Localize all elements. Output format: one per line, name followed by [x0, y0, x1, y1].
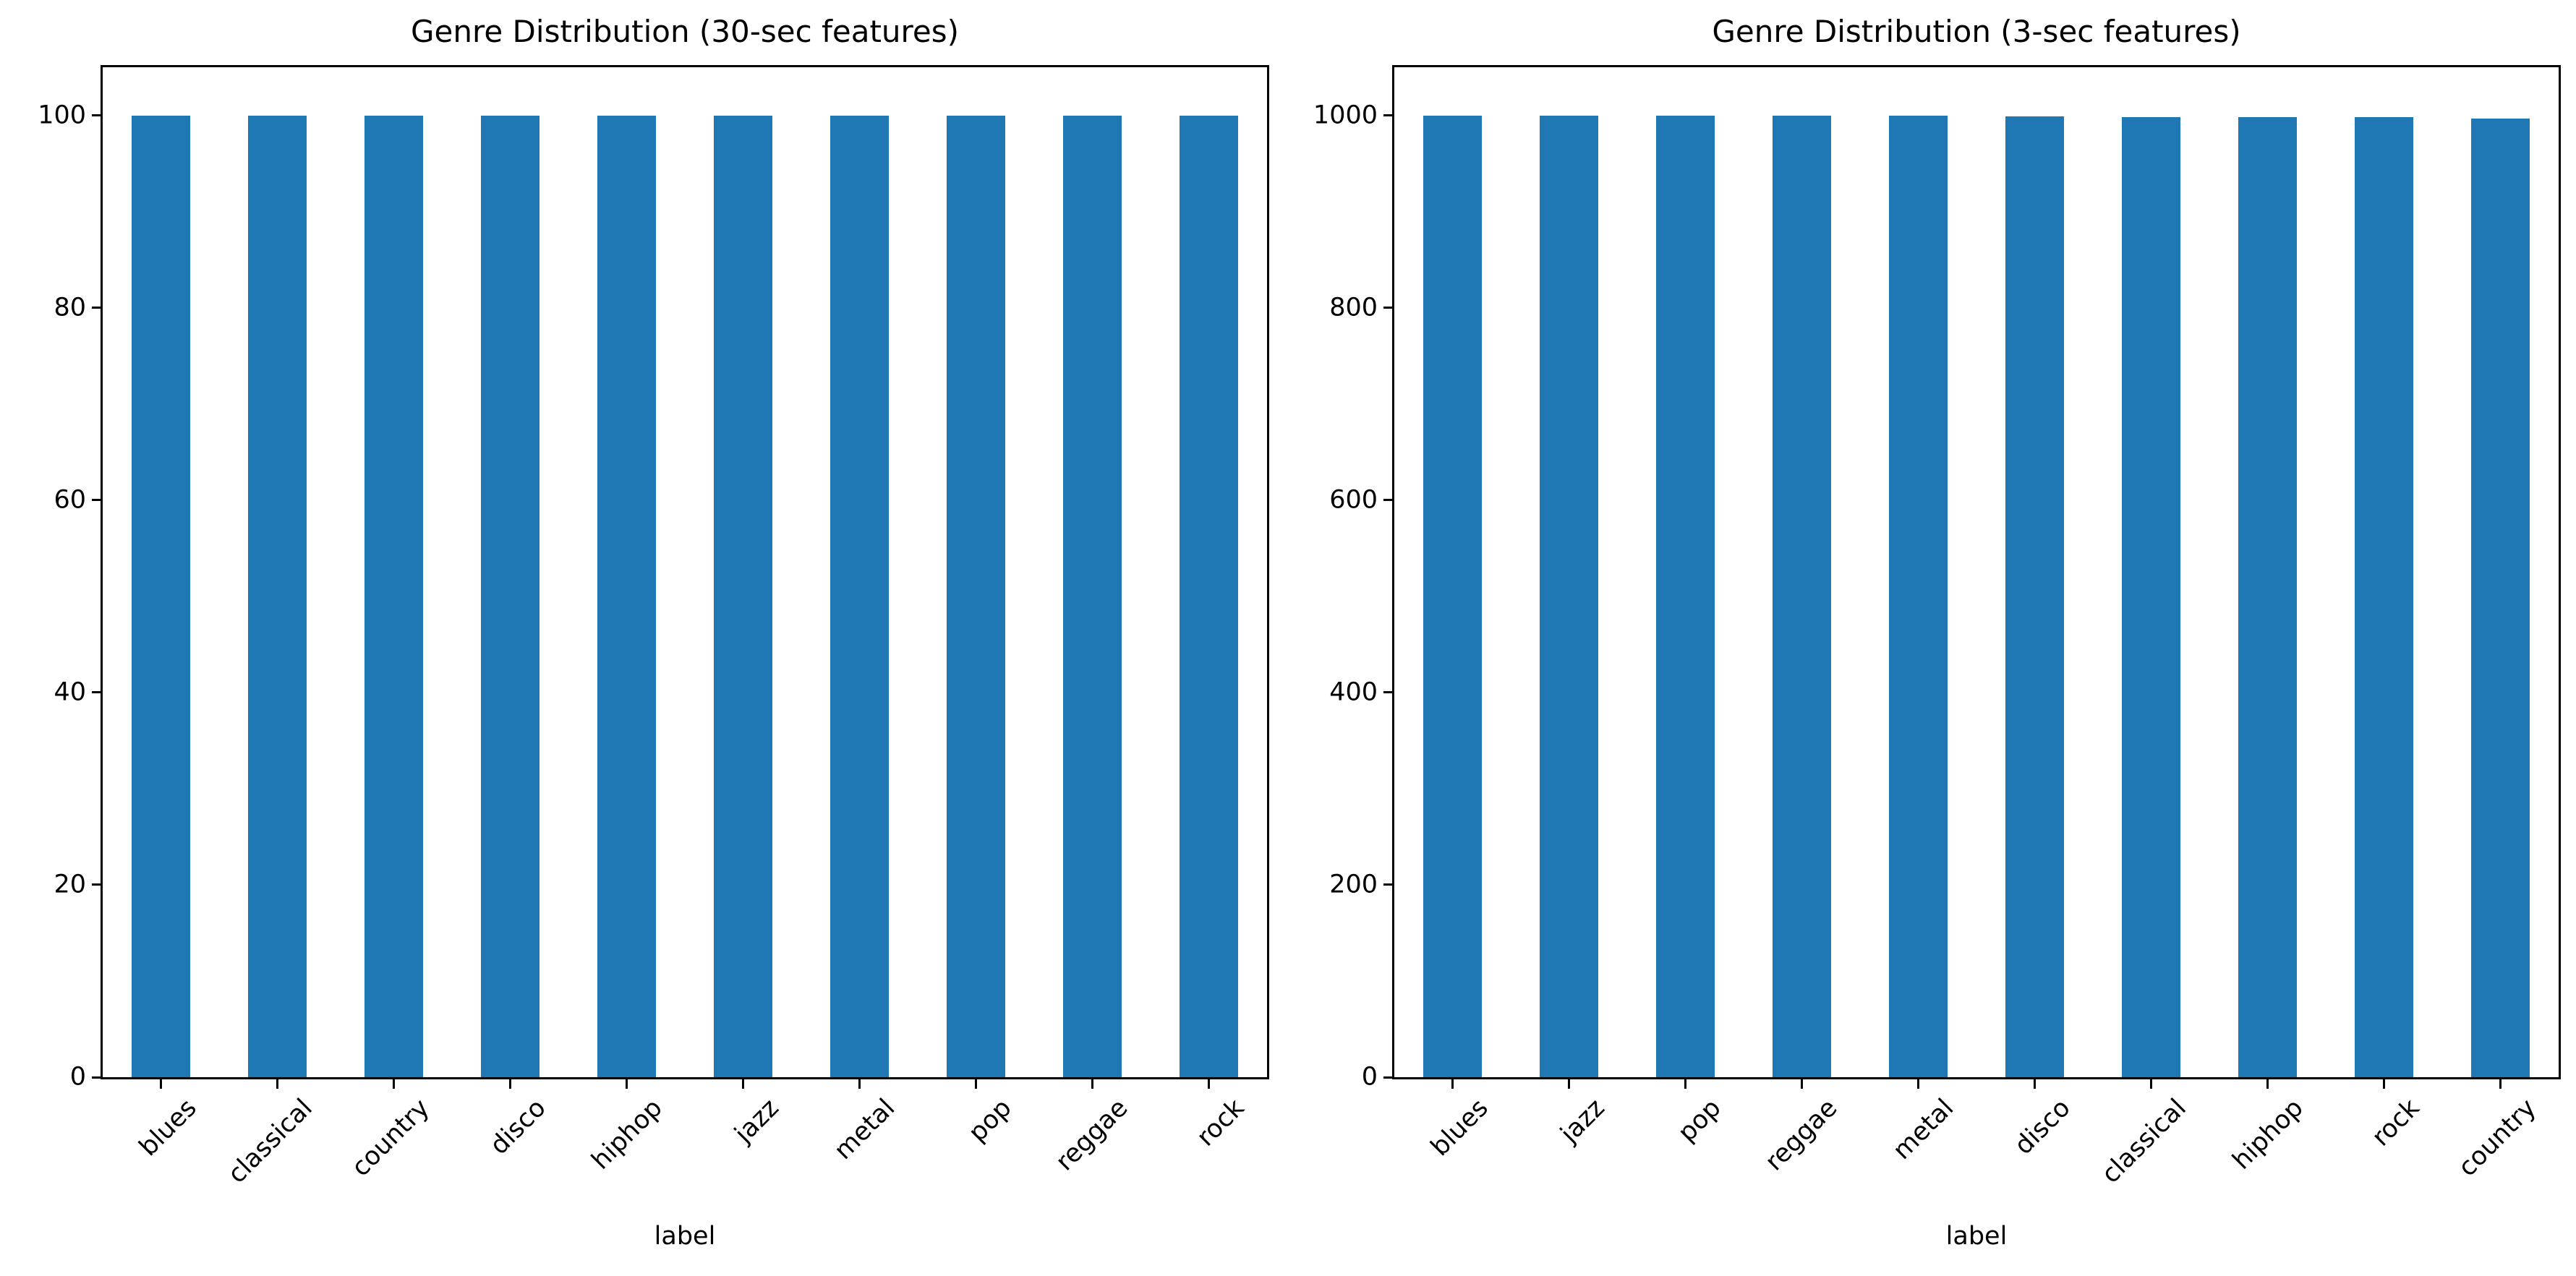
x-tick-label-jazz: jazz [1555, 1093, 1611, 1149]
x-axis-label: label [654, 1222, 716, 1251]
y-tick-mark [1383, 1076, 1394, 1079]
x-tick-label-metal: metal [828, 1093, 901, 1165]
bar-jazz [714, 115, 772, 1077]
bar-metal [1889, 115, 1948, 1077]
plot-area: 0 200 400 600 800 1000 blues jazz pop reggae metal… [1313, 65, 2561, 1189]
x-tick-label-reggae: reggae [1760, 1093, 1843, 1177]
x-tick-label-hiphop: hiphop [586, 1093, 668, 1176]
bar-country [364, 115, 423, 1077]
x-tick-label-pop: pop [963, 1093, 1018, 1148]
x-tick-mark [160, 1077, 162, 1089]
x-tick-label-jazz: jazz [729, 1093, 785, 1149]
x-tick-mark [1684, 1077, 1686, 1089]
y-tick-mark [92, 691, 103, 694]
x-tick-mark [1801, 1077, 1803, 1089]
bar-pop [1656, 115, 1715, 1077]
bar-rock [2355, 117, 2413, 1077]
x-tick-label-country: country [2452, 1093, 2542, 1183]
bar-hiphop [2238, 117, 2297, 1077]
y-tick-mark [1383, 883, 1394, 886]
x-tick-mark [393, 1077, 395, 1089]
x-tick-label-rock: rock [2366, 1093, 2426, 1152]
x-tick-label-pop: pop [1672, 1093, 1727, 1148]
y-tick-label: 60 [54, 485, 86, 515]
x-tick-label-metal: metal [1887, 1093, 1960, 1165]
bar-pop [947, 115, 1005, 1077]
y-tick-mark [92, 114, 103, 117]
x-tick-label-reggae: reggae [1050, 1093, 1134, 1177]
x-tick-mark [1091, 1077, 1093, 1089]
y-tick-label: 0 [69, 1062, 86, 1092]
bar-jazz [1540, 115, 1598, 1077]
x-tick-label-hiphop: hiphop [2227, 1093, 2309, 1176]
y-tick-label: 600 [1329, 485, 1378, 515]
x-tick-mark [2150, 1077, 2152, 1089]
y-tick-mark [1383, 307, 1394, 309]
x-tick-label-disco: disco [2008, 1093, 2076, 1161]
x-tick-label-classical: classical [223, 1093, 319, 1189]
bar-disco [481, 115, 539, 1077]
bar-classical [248, 115, 307, 1077]
x-tick-mark [975, 1077, 977, 1089]
x-tick-mark [276, 1077, 278, 1089]
x-tick-mark [2034, 1077, 2036, 1089]
x-tick-mark [2499, 1077, 2502, 1089]
y-tick-mark [1383, 114, 1394, 117]
y-tick-label: 200 [1329, 870, 1378, 899]
x-tick-label-disco: disco [484, 1093, 552, 1161]
x-tick-mark [2383, 1077, 2385, 1089]
bar-hiphop [597, 115, 656, 1077]
bar-blues [1423, 115, 1482, 1077]
x-tick-mark [626, 1077, 628, 1089]
x-tick-mark [1568, 1077, 1570, 1089]
bar-rock [1180, 115, 1238, 1077]
bar-country [2471, 118, 2530, 1077]
x-tick-label-country: country [346, 1093, 435, 1183]
x-tick-label-rock: rock [1191, 1093, 1250, 1152]
y-tick-mark [92, 883, 103, 886]
y-tick-label: 20 [54, 870, 86, 899]
x-tick-mark [742, 1077, 744, 1089]
bar-disco [2005, 116, 2064, 1077]
chart-title: Genre Distribution (30-sec features) [411, 14, 959, 49]
y-tick-label: 800 [1329, 293, 1378, 322]
bar-blues [132, 115, 190, 1077]
y-tick-label: 40 [54, 677, 86, 707]
x-tick-label-classical: classical [2097, 1093, 2193, 1189]
x-tick-mark [1208, 1077, 1210, 1089]
y-tick-label: 80 [54, 293, 86, 322]
plot-area: 0 20 40 60 80 100 blues classical country disco hi… [38, 65, 1269, 1189]
x-tick-mark [858, 1077, 861, 1089]
y-tick-mark [1383, 499, 1394, 502]
bar-reggae [1773, 115, 1831, 1077]
y-tick-mark [92, 1076, 103, 1079]
y-tick-mark [1383, 691, 1394, 694]
y-tick-label: 100 [38, 100, 86, 130]
y-tick-mark [92, 307, 103, 309]
y-tick-label: 400 [1329, 677, 1378, 707]
x-tick-mark [509, 1077, 511, 1089]
x-tick-label-blues: blues [133, 1093, 202, 1162]
x-tick-mark [2266, 1077, 2269, 1089]
chart-title: Genre Distribution (3-sec features) [1712, 14, 2241, 49]
bar-classical [2122, 117, 2180, 1077]
x-tick-label-blues: blues [1425, 1093, 1494, 1162]
x-tick-mark [1917, 1077, 1919, 1089]
y-tick-label: 1000 [1313, 100, 1378, 130]
bar-reggae [1063, 115, 1122, 1077]
x-tick-mark [1451, 1077, 1454, 1089]
x-axis-label: label [1945, 1222, 2008, 1251]
y-tick-mark [92, 499, 103, 502]
y-tick-label: 0 [1361, 1062, 1378, 1092]
bar-metal [830, 115, 889, 1077]
